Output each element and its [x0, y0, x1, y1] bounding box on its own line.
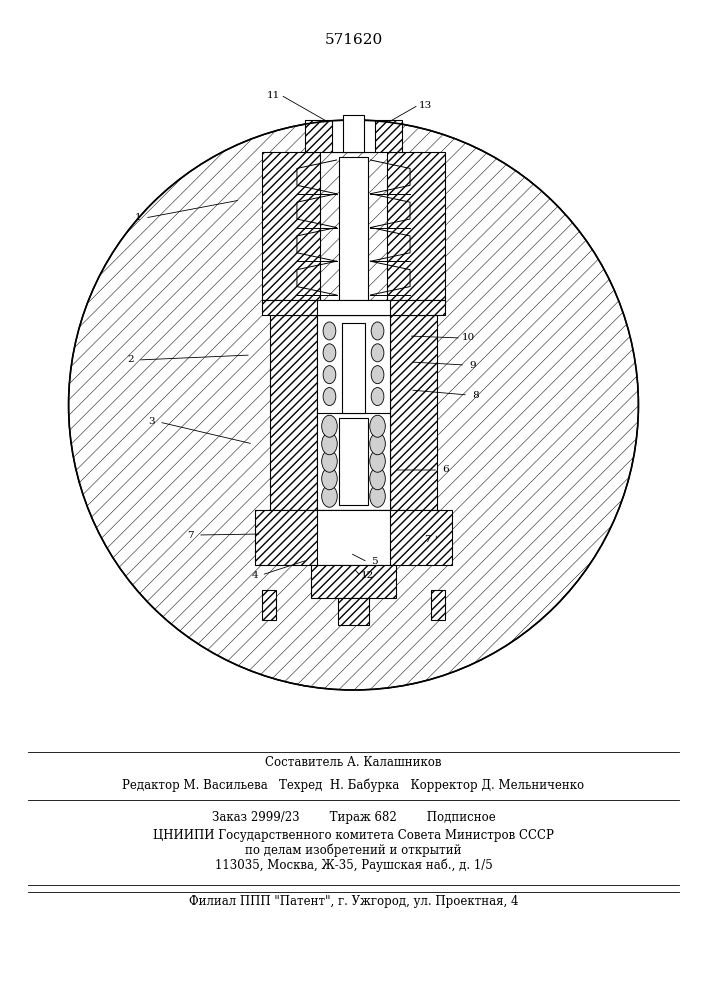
Text: 113035, Москва, Ж-35, Раушская наб., д. 1/5: 113035, Москва, Ж-35, Раушская наб., д. …	[215, 858, 492, 872]
Circle shape	[322, 450, 337, 472]
Circle shape	[323, 388, 336, 406]
Circle shape	[370, 415, 385, 437]
Bar	[262, 590, 276, 620]
Circle shape	[323, 322, 336, 340]
Circle shape	[322, 415, 337, 437]
Text: 5: 5	[371, 558, 378, 566]
Circle shape	[370, 433, 385, 455]
Circle shape	[370, 485, 385, 507]
Bar	[255, 510, 452, 565]
Bar	[338, 598, 369, 625]
Bar	[339, 157, 368, 300]
Circle shape	[371, 344, 384, 362]
Text: 4: 4	[251, 570, 258, 580]
Bar	[317, 300, 390, 315]
Bar	[305, 120, 402, 152]
Text: 13: 13	[419, 101, 432, 109]
Circle shape	[371, 388, 384, 406]
Text: 11: 11	[267, 91, 280, 100]
Text: Редактор М. Васильева   Техред  Н. Бабурка   Корректор Д. Мельниченко: Редактор М. Васильева Техред Н. Бабурка …	[122, 778, 585, 792]
Text: ЦНИИПИ Государственного комитета Совета Министров СССР: ЦНИИПИ Государственного комитета Совета …	[153, 828, 554, 842]
Text: 9: 9	[469, 360, 476, 369]
Text: 8: 8	[472, 390, 479, 399]
Circle shape	[371, 322, 384, 340]
Circle shape	[322, 433, 337, 455]
Text: Филиал ППП "Патент", г. Ужгород, ул. Проектная, 4: Филиал ППП "Патент", г. Ужгород, ул. Про…	[189, 896, 518, 908]
Ellipse shape	[69, 120, 638, 690]
Bar	[262, 590, 276, 620]
Bar	[390, 315, 437, 510]
Bar	[317, 510, 390, 565]
Text: 10: 10	[462, 334, 474, 342]
Bar	[311, 565, 396, 598]
Bar	[338, 598, 369, 625]
Circle shape	[322, 485, 337, 507]
Bar	[332, 120, 375, 152]
Bar	[390, 510, 452, 565]
Bar	[305, 120, 402, 152]
Bar	[317, 315, 390, 510]
Text: 7: 7	[187, 530, 194, 540]
Bar	[270, 315, 317, 510]
Circle shape	[322, 468, 337, 490]
Bar	[262, 300, 445, 315]
Circle shape	[371, 366, 384, 384]
Bar	[387, 152, 445, 300]
Bar	[343, 115, 364, 152]
Circle shape	[370, 450, 385, 472]
Text: 7: 7	[424, 536, 431, 544]
Bar	[342, 323, 365, 413]
Text: Заказ 2999/23        Тираж 682        Подписное: Заказ 2999/23 Тираж 682 Подписное	[211, 812, 496, 824]
Text: Составитель А. Калашников: Составитель А. Калашников	[265, 756, 442, 768]
Bar	[431, 590, 445, 620]
Bar	[255, 510, 317, 565]
Text: 2: 2	[127, 356, 134, 364]
Bar	[262, 300, 445, 315]
Circle shape	[370, 468, 385, 490]
Bar	[339, 418, 368, 505]
Circle shape	[323, 344, 336, 362]
Bar	[262, 152, 320, 300]
Circle shape	[323, 366, 336, 384]
Bar	[262, 152, 320, 300]
Text: 571620: 571620	[325, 33, 382, 47]
Bar	[311, 565, 396, 598]
Bar	[270, 315, 317, 510]
Text: по делам изобретений и открытий: по делам изобретений и открытий	[245, 843, 462, 857]
Bar	[390, 315, 437, 510]
Bar	[387, 152, 445, 300]
Text: 1: 1	[134, 214, 141, 223]
Text: 3: 3	[148, 418, 156, 426]
Text: 6: 6	[442, 466, 449, 475]
Text: 12: 12	[361, 572, 374, 580]
Bar	[431, 590, 445, 620]
